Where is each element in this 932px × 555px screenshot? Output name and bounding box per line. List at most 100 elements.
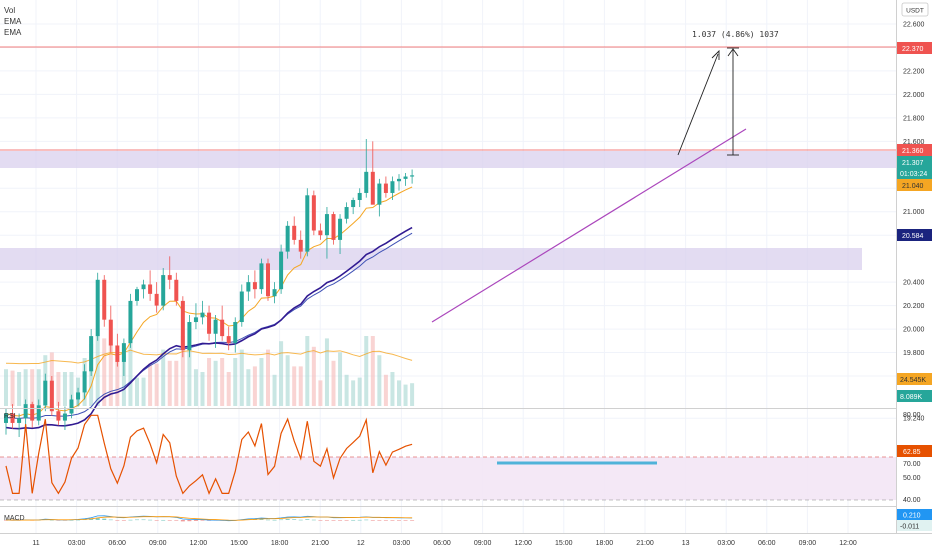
- candle[interactable]: [95, 272, 100, 341]
- candle[interactable]: [76, 387, 81, 407]
- candle[interactable]: [89, 329, 94, 376]
- candle[interactable]: [246, 275, 251, 301]
- macd-value-tag-2[interactable]: [897, 520, 932, 531]
- ema-fast-price-tag[interactable]: [897, 179, 932, 191]
- candle-body: [318, 230, 323, 236]
- candle[interactable]: [272, 282, 277, 304]
- time-tick-label: 12: [357, 540, 365, 547]
- rsi-value-tag[interactable]: [897, 445, 932, 457]
- price-axis[interactable]: [896, 0, 932, 533]
- candle[interactable]: [207, 305, 212, 341]
- candle[interactable]: [30, 401, 35, 428]
- last-price-tag[interactable]: [897, 156, 932, 179]
- candle[interactable]: [298, 230, 303, 259]
- candle[interactable]: [115, 333, 120, 367]
- time-tick-label: 09:00: [799, 540, 817, 547]
- candle[interactable]: [292, 216, 297, 245]
- vol-price-tag[interactable]: [897, 390, 932, 402]
- candle[interactable]: [410, 169, 415, 184]
- candle[interactable]: [128, 293, 133, 348]
- macd-pane[interactable]: [0, 507, 896, 533]
- projection-arrow[interactable]: [677, 53, 719, 156]
- candle[interactable]: [200, 300, 205, 325]
- candle[interactable]: [344, 202, 349, 224]
- candle[interactable]: [285, 221, 290, 259]
- candle[interactable]: [23, 399, 28, 426]
- candle[interactable]: [403, 173, 408, 186]
- candle[interactable]: [141, 279, 146, 299]
- candle[interactable]: [108, 305, 113, 353]
- volume-bar: [180, 336, 185, 406]
- candle[interactable]: [69, 394, 74, 419]
- candle[interactable]: [154, 282, 159, 313]
- candle[interactable]: [82, 364, 87, 400]
- main-pane[interactable]: [0, 0, 896, 408]
- macd-value-tag-1[interactable]: [897, 509, 932, 520]
- target-price-tag[interactable]: [897, 42, 932, 54]
- macd-bar: [89, 518, 94, 520]
- candle[interactable]: [135, 286, 139, 306]
- candle[interactable]: [364, 138, 369, 198]
- legend-vol[interactable]: Vol: [4, 6, 15, 15]
- vol-ma-price-tag[interactable]: [897, 373, 932, 385]
- candle[interactable]: [220, 305, 225, 341]
- candle[interactable]: [148, 270, 153, 301]
- candle[interactable]: [56, 401, 61, 426]
- candle[interactable]: [43, 373, 48, 412]
- candle[interactable]: [161, 268, 166, 311]
- candle[interactable]: [357, 188, 362, 208]
- macd-bar: [154, 520, 159, 521]
- candle[interactable]: [351, 197, 356, 215]
- macd-title[interactable]: MACD: [4, 515, 25, 522]
- ema-slow-price-tag[interactable]: [897, 229, 932, 241]
- candle[interactable]: [331, 211, 336, 245]
- candle[interactable]: [174, 272, 179, 306]
- candle[interactable]: [167, 256, 172, 290]
- macd-bar: [344, 520, 349, 521]
- macd-value-2: -0.011: [900, 524, 919, 531]
- candle[interactable]: [259, 258, 264, 294]
- candle[interactable]: [193, 303, 198, 330]
- candle-body: [338, 218, 343, 240]
- candle[interactable]: [311, 190, 316, 236]
- trendline[interactable]: [431, 128, 747, 323]
- candle[interactable]: [180, 296, 185, 358]
- candle[interactable]: [36, 399, 41, 426]
- candle[interactable]: [233, 317, 238, 353]
- candle[interactable]: [318, 223, 323, 240]
- candle[interactable]: [390, 176, 395, 200]
- currency-button[interactable]: [901, 2, 929, 17]
- candle[interactable]: [305, 188, 310, 257]
- support-zone[interactable]: [0, 248, 862, 270]
- candle[interactable]: [370, 141, 375, 205]
- candle[interactable]: [121, 338, 126, 376]
- resistance-zone[interactable]: [0, 151, 896, 168]
- time-axis[interactable]: [0, 534, 932, 550]
- candle[interactable]: [279, 244, 284, 294]
- candle[interactable]: [338, 214, 343, 254]
- candle[interactable]: [324, 207, 329, 259]
- candle[interactable]: [383, 176, 388, 198]
- candle[interactable]: [397, 174, 401, 191]
- candle[interactable]: [187, 314, 192, 358]
- candles[interactable]: [4, 138, 415, 438]
- candle[interactable]: [4, 408, 8, 435]
- candle[interactable]: [226, 326, 231, 351]
- candle[interactable]: [62, 406, 67, 430]
- candle[interactable]: [49, 376, 54, 416]
- candle[interactable]: [377, 178, 382, 217]
- legend-ema-2[interactable]: EMA: [4, 28, 22, 37]
- candle[interactable]: [239, 284, 244, 327]
- candle[interactable]: [252, 270, 257, 299]
- candle[interactable]: [266, 258, 270, 301]
- candle-body: [410, 175, 415, 177]
- candle[interactable]: [17, 413, 22, 438]
- candle[interactable]: [102, 275, 107, 327]
- volume-bar: [259, 358, 264, 406]
- legend-ema-1[interactable]: EMA: [4, 17, 22, 26]
- resistance-price-tag[interactable]: [897, 144, 932, 156]
- candle-body: [383, 183, 388, 193]
- rsi-title[interactable]: RSI: [4, 413, 16, 420]
- candle[interactable]: [213, 314, 218, 348]
